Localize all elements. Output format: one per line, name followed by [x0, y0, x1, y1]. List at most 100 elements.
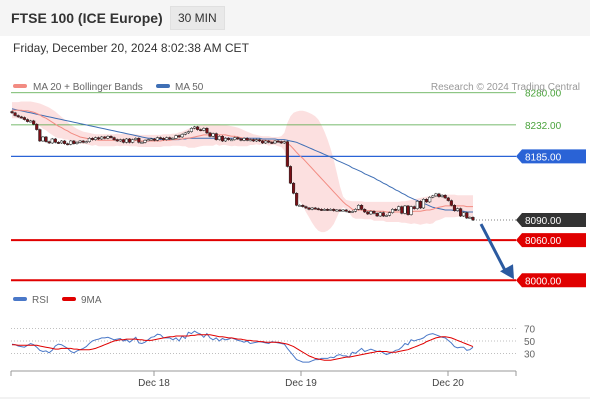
candle: [205, 127, 209, 134]
candle: [251, 138, 255, 142]
candle-body: [313, 207, 317, 210]
level-label-8060-00: 8060.00: [525, 236, 562, 247]
candle-body: [189, 127, 193, 132]
candle-body: [245, 138, 249, 141]
candle: [425, 198, 429, 203]
candle: [421, 198, 426, 209]
candle: [35, 123, 39, 131]
candle: [180, 133, 184, 138]
legend-9ma-swatch: [62, 297, 76, 301]
candle: [121, 138, 125, 144]
header-bar: FTSE 100 (ICE Europe) 30 MIN: [0, 0, 590, 36]
candle-body: [292, 182, 296, 194]
candle: [90, 137, 94, 141]
candle-body: [329, 209, 333, 211]
legend-rsi-swatch: [13, 297, 27, 301]
candle: [233, 136, 237, 141]
candle-body: [264, 140, 268, 144]
candle-body: [279, 141, 283, 144]
candle-body: [363, 209, 367, 213]
candle: [452, 204, 456, 212]
candle-body: [239, 138, 243, 141]
candle: [369, 210, 373, 215]
time-tick-label: Dec 20: [432, 378, 464, 389]
candle: [257, 138, 262, 142]
candle-body: [310, 207, 314, 210]
candle-body: [217, 136, 221, 140]
time-tick-label: Dec 18: [138, 378, 170, 389]
candle-body: [109, 136, 113, 138]
candle-body: [449, 200, 453, 206]
candle-body: [261, 140, 265, 144]
candle-body: [316, 208, 320, 211]
candle-body: [208, 132, 212, 137]
candle: [313, 206, 317, 210]
candle-body: [227, 138, 231, 140]
candle-body: [434, 193, 438, 197]
candle-body: [143, 140, 147, 143]
level-tag-8060-00: [516, 233, 586, 248]
candle-body: [369, 211, 373, 215]
candle: [10, 110, 14, 114]
candle-body: [440, 194, 444, 197]
candle-body: [115, 139, 119, 142]
candle: [245, 137, 249, 142]
level-labels-layer: 8280.00 8232.00 8185.00 8090.00 8060.00 8000.…: [516, 89, 586, 288]
candle-body: [326, 209, 330, 211]
candle: [415, 200, 419, 210]
candle-body: [282, 141, 286, 144]
candle: [254, 138, 258, 142]
candle-body: [134, 138, 138, 140]
candle: [152, 137, 156, 142]
candle: [471, 216, 475, 222]
candle-body: [378, 212, 382, 217]
candle: [81, 139, 85, 144]
candle: [298, 204, 302, 207]
candle: [220, 135, 224, 142]
candle-body: [455, 208, 460, 211]
candle-body: [425, 199, 429, 203]
rsi-ma-line: [12, 334, 474, 361]
candle-body: [267, 140, 271, 143]
candle: [372, 210, 376, 215]
candle-body: [44, 136, 48, 142]
candle-body: [242, 138, 246, 141]
candle: [347, 210, 351, 213]
candle: [103, 135, 107, 140]
candle: [288, 165, 293, 185]
legend-ma20-label: MA 20 + Bollinger Bands: [33, 82, 143, 93]
candle: [230, 138, 234, 142]
candle: [196, 125, 200, 131]
candle: [378, 211, 382, 218]
candle: [319, 208, 323, 211]
rsi-tick-50: 50: [524, 337, 536, 348]
candle-body: [192, 126, 197, 129]
candle: [418, 200, 422, 209]
candle: [171, 137, 175, 140]
candle: [363, 208, 367, 213]
candle: [310, 206, 314, 211]
candle: [143, 139, 147, 144]
forecast-arrow-head: [500, 264, 514, 280]
candle-body: [381, 212, 385, 217]
candle-body: [366, 211, 370, 215]
candle: [465, 211, 469, 220]
candle: [285, 140, 289, 168]
candle: [118, 138, 122, 142]
candle-body: [285, 141, 289, 167]
candle: [158, 136, 163, 140]
candle-body: [103, 136, 107, 139]
candle-body: [332, 209, 336, 211]
candle-body: [152, 138, 156, 141]
candle: [25, 118, 30, 123]
legend-ma20-swatch: [13, 84, 27, 88]
interval-badge[interactable]: 30 MIN: [170, 6, 225, 30]
candle: [78, 139, 82, 144]
candle: [375, 212, 379, 218]
candle-body: [202, 127, 206, 131]
candle-body: [118, 139, 122, 142]
candle: [353, 208, 357, 213]
candle-body: [32, 120, 36, 125]
candle: [22, 116, 26, 121]
candle-body: [353, 209, 357, 212]
